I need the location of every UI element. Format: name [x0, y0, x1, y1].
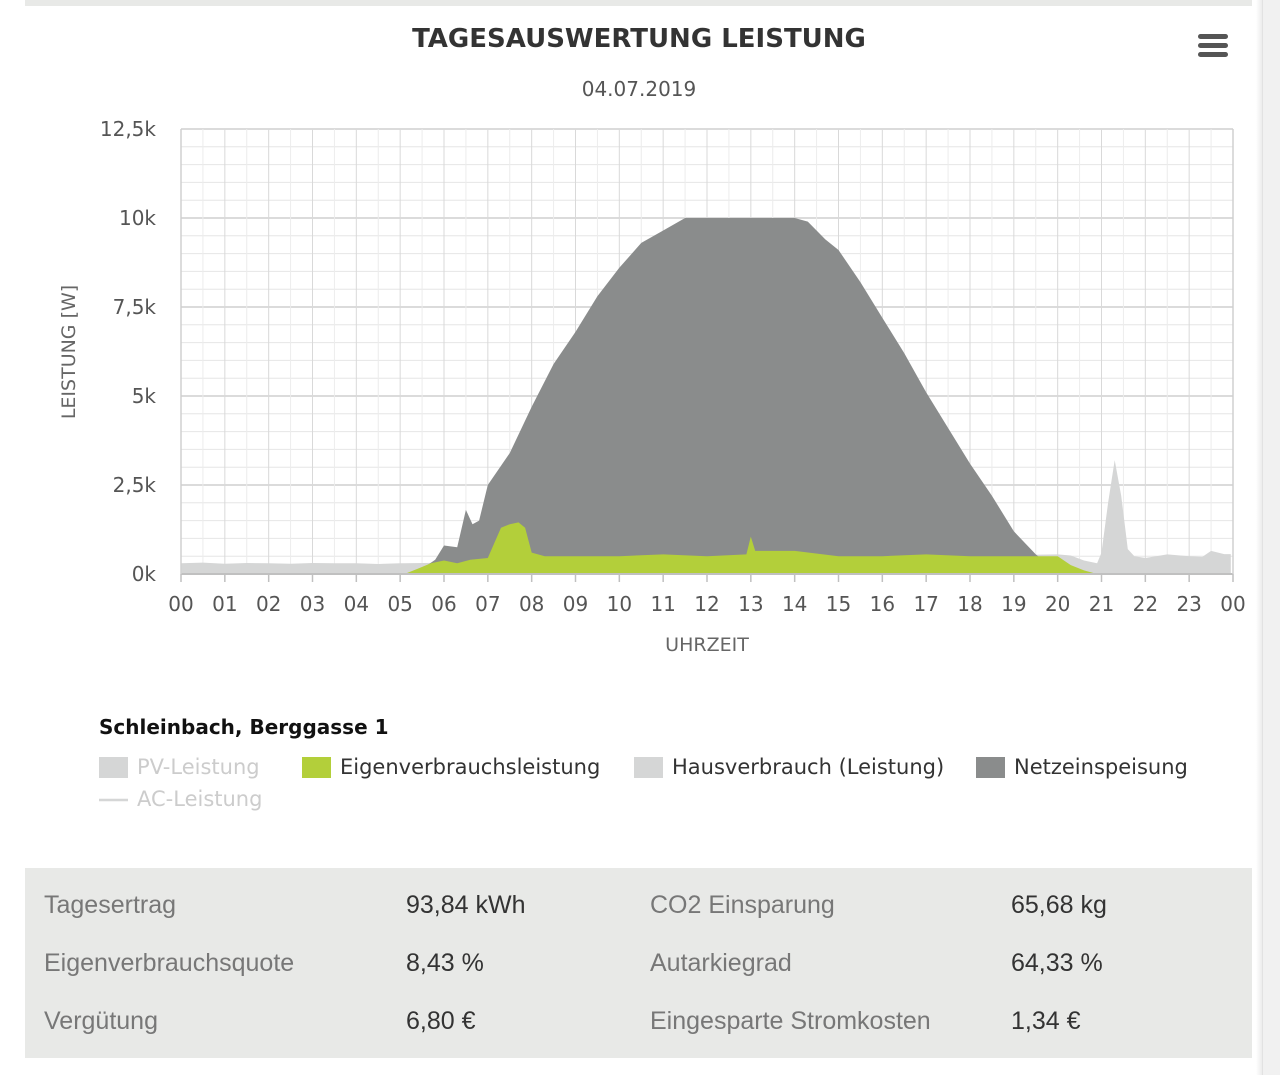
legend-item-hausverbrauch-leistung[interactable]: Hausverbrauch (Leistung)	[634, 755, 944, 779]
x-tick-label: 18	[957, 592, 982, 616]
summary-value: 64,33 %	[1011, 949, 1103, 977]
x-tick-label: 07	[475, 592, 500, 616]
summary-row: Eigenverbrauchsquote 8,43 % Autarkiegrad…	[25, 934, 1252, 992]
x-tick-label: 10	[607, 592, 632, 616]
summary-value: 8,43 %	[406, 949, 484, 977]
x-tick-label: 03	[300, 592, 325, 616]
summary-label: Tagesertrag	[44, 891, 177, 919]
chart-subtitle: 04.07.2019	[582, 77, 697, 101]
x-tick-label: 20	[1045, 592, 1070, 616]
summary-row: Vergütung 6,80 € Eingesparte Stromkosten…	[25, 992, 1252, 1050]
summary-label: Vergütung	[44, 1007, 158, 1035]
series-area-eigenverbrauchsleistung	[404, 522, 1098, 574]
x-tick-label: 13	[738, 592, 763, 616]
x-tick-label: 19	[1001, 592, 1026, 616]
chart-menu-button[interactable]	[1192, 28, 1234, 64]
legend-item-pv-leistung[interactable]: PV-Leistung	[99, 755, 260, 779]
legend-item-label: Netzeinspeisung	[1014, 755, 1188, 779]
legend-color-swatch	[976, 757, 1005, 778]
x-tick-label: 14	[782, 592, 807, 616]
legend-heading: Schleinbach, Berggasse 1	[99, 715, 389, 739]
legend-color-swatch	[302, 757, 331, 778]
x-tick-label: 02	[256, 592, 281, 616]
hamburger-menu-icon	[1198, 34, 1228, 39]
y-tick-label: 10k	[119, 206, 156, 230]
summary-value: 6,80 €	[406, 1007, 476, 1035]
legend-color-swatch	[634, 757, 663, 778]
x-axis-label: UHRZEIT	[665, 634, 749, 656]
series-area-hausverbrauch-leistung	[181, 460, 1231, 574]
y-axis-label: LEISTUNG [W]	[58, 285, 80, 419]
x-tick-label: 00	[1220, 592, 1245, 616]
summary-row: Tagesertrag 93,84 kWh CO2 Einsparung 65,…	[25, 876, 1252, 934]
y-tick-label: 7,5k	[113, 295, 157, 319]
legend-item-label: Hausverbrauch (Leistung)	[672, 755, 944, 779]
legend-color-swatch	[99, 757, 128, 778]
x-tick-label: 16	[870, 592, 895, 616]
chart-title: TAGESAUSWERTUNG LEISTUNG	[412, 24, 866, 54]
legend-item-netzeinspeisung[interactable]: Netzeinspeisung	[976, 755, 1188, 779]
x-tick-label: 17	[913, 592, 938, 616]
x-tick-label: 00	[168, 592, 193, 616]
right-edge-shadow	[1256, 0, 1262, 1075]
hamburger-menu-icon-bar	[1198, 43, 1228, 48]
x-tick-label: 11	[650, 592, 675, 616]
legend-item-label: Eigenverbrauchsleistung	[340, 755, 600, 779]
y-tick-label: 0k	[132, 562, 157, 586]
x-tick-label: 06	[431, 592, 456, 616]
y-tick-label: 5k	[132, 384, 157, 408]
x-tick-label: 22	[1133, 592, 1158, 616]
series-area-netzeinspeisung	[404, 218, 1098, 574]
legend-item-label: PV-Leistung	[137, 755, 260, 779]
summary-label: Eingesparte Stromkosten	[650, 1007, 931, 1035]
x-tick-label: 08	[519, 592, 544, 616]
daily-summary-panel: Tagesertrag 93,84 kWh CO2 Einsparung 65,…	[25, 868, 1252, 1058]
x-tick-label: 21	[1089, 592, 1114, 616]
summary-value: 1,34 €	[1011, 1007, 1081, 1035]
legend-item-eigenverbrauchsleistung[interactable]: Eigenverbrauchsleistung	[302, 755, 600, 779]
hamburger-menu-icon-bar	[1198, 52, 1228, 57]
summary-value: 65,68 kg	[1011, 891, 1107, 919]
chart-axes: 0k 2,5k 5k 7,5k 10k 12,5k 00 01 02 03 04 05 06 07 08 09…	[100, 117, 1246, 616]
chart: TAGESAUSWERTUNG LEISTUNG 04.07.2019 0k 2,…	[58, 24, 1246, 811]
x-tick-label: 01	[212, 592, 237, 616]
x-tick-label: 12	[694, 592, 719, 616]
x-tick-label: 09	[563, 592, 588, 616]
x-tick-label: 05	[387, 592, 412, 616]
y-tick-label: 12,5k	[100, 117, 157, 141]
legend: PV-Leistung Eigenverbrauchsleistung Hausve…	[99, 755, 1188, 811]
summary-label: Eigenverbrauchsquote	[44, 949, 295, 977]
summary-value: 93,84 kWh	[406, 891, 526, 919]
x-tick-label: 23	[1176, 592, 1201, 616]
summary-label: Autarkiegrad	[650, 949, 792, 977]
legend-item-label: AC-Leistung	[137, 787, 262, 811]
chart-series	[181, 218, 1231, 574]
x-tick-label: 04	[344, 592, 369, 616]
x-tick-label: 15	[826, 592, 851, 616]
y-tick-label: 2,5k	[113, 473, 157, 497]
page-top-bar	[25, 0, 1252, 6]
legend-item-ac-leistung[interactable]: AC-Leistung	[99, 787, 262, 811]
right-scrollbar-track[interactable]	[1262, 0, 1280, 1075]
summary-label: CO2 Einsparung	[650, 891, 835, 919]
